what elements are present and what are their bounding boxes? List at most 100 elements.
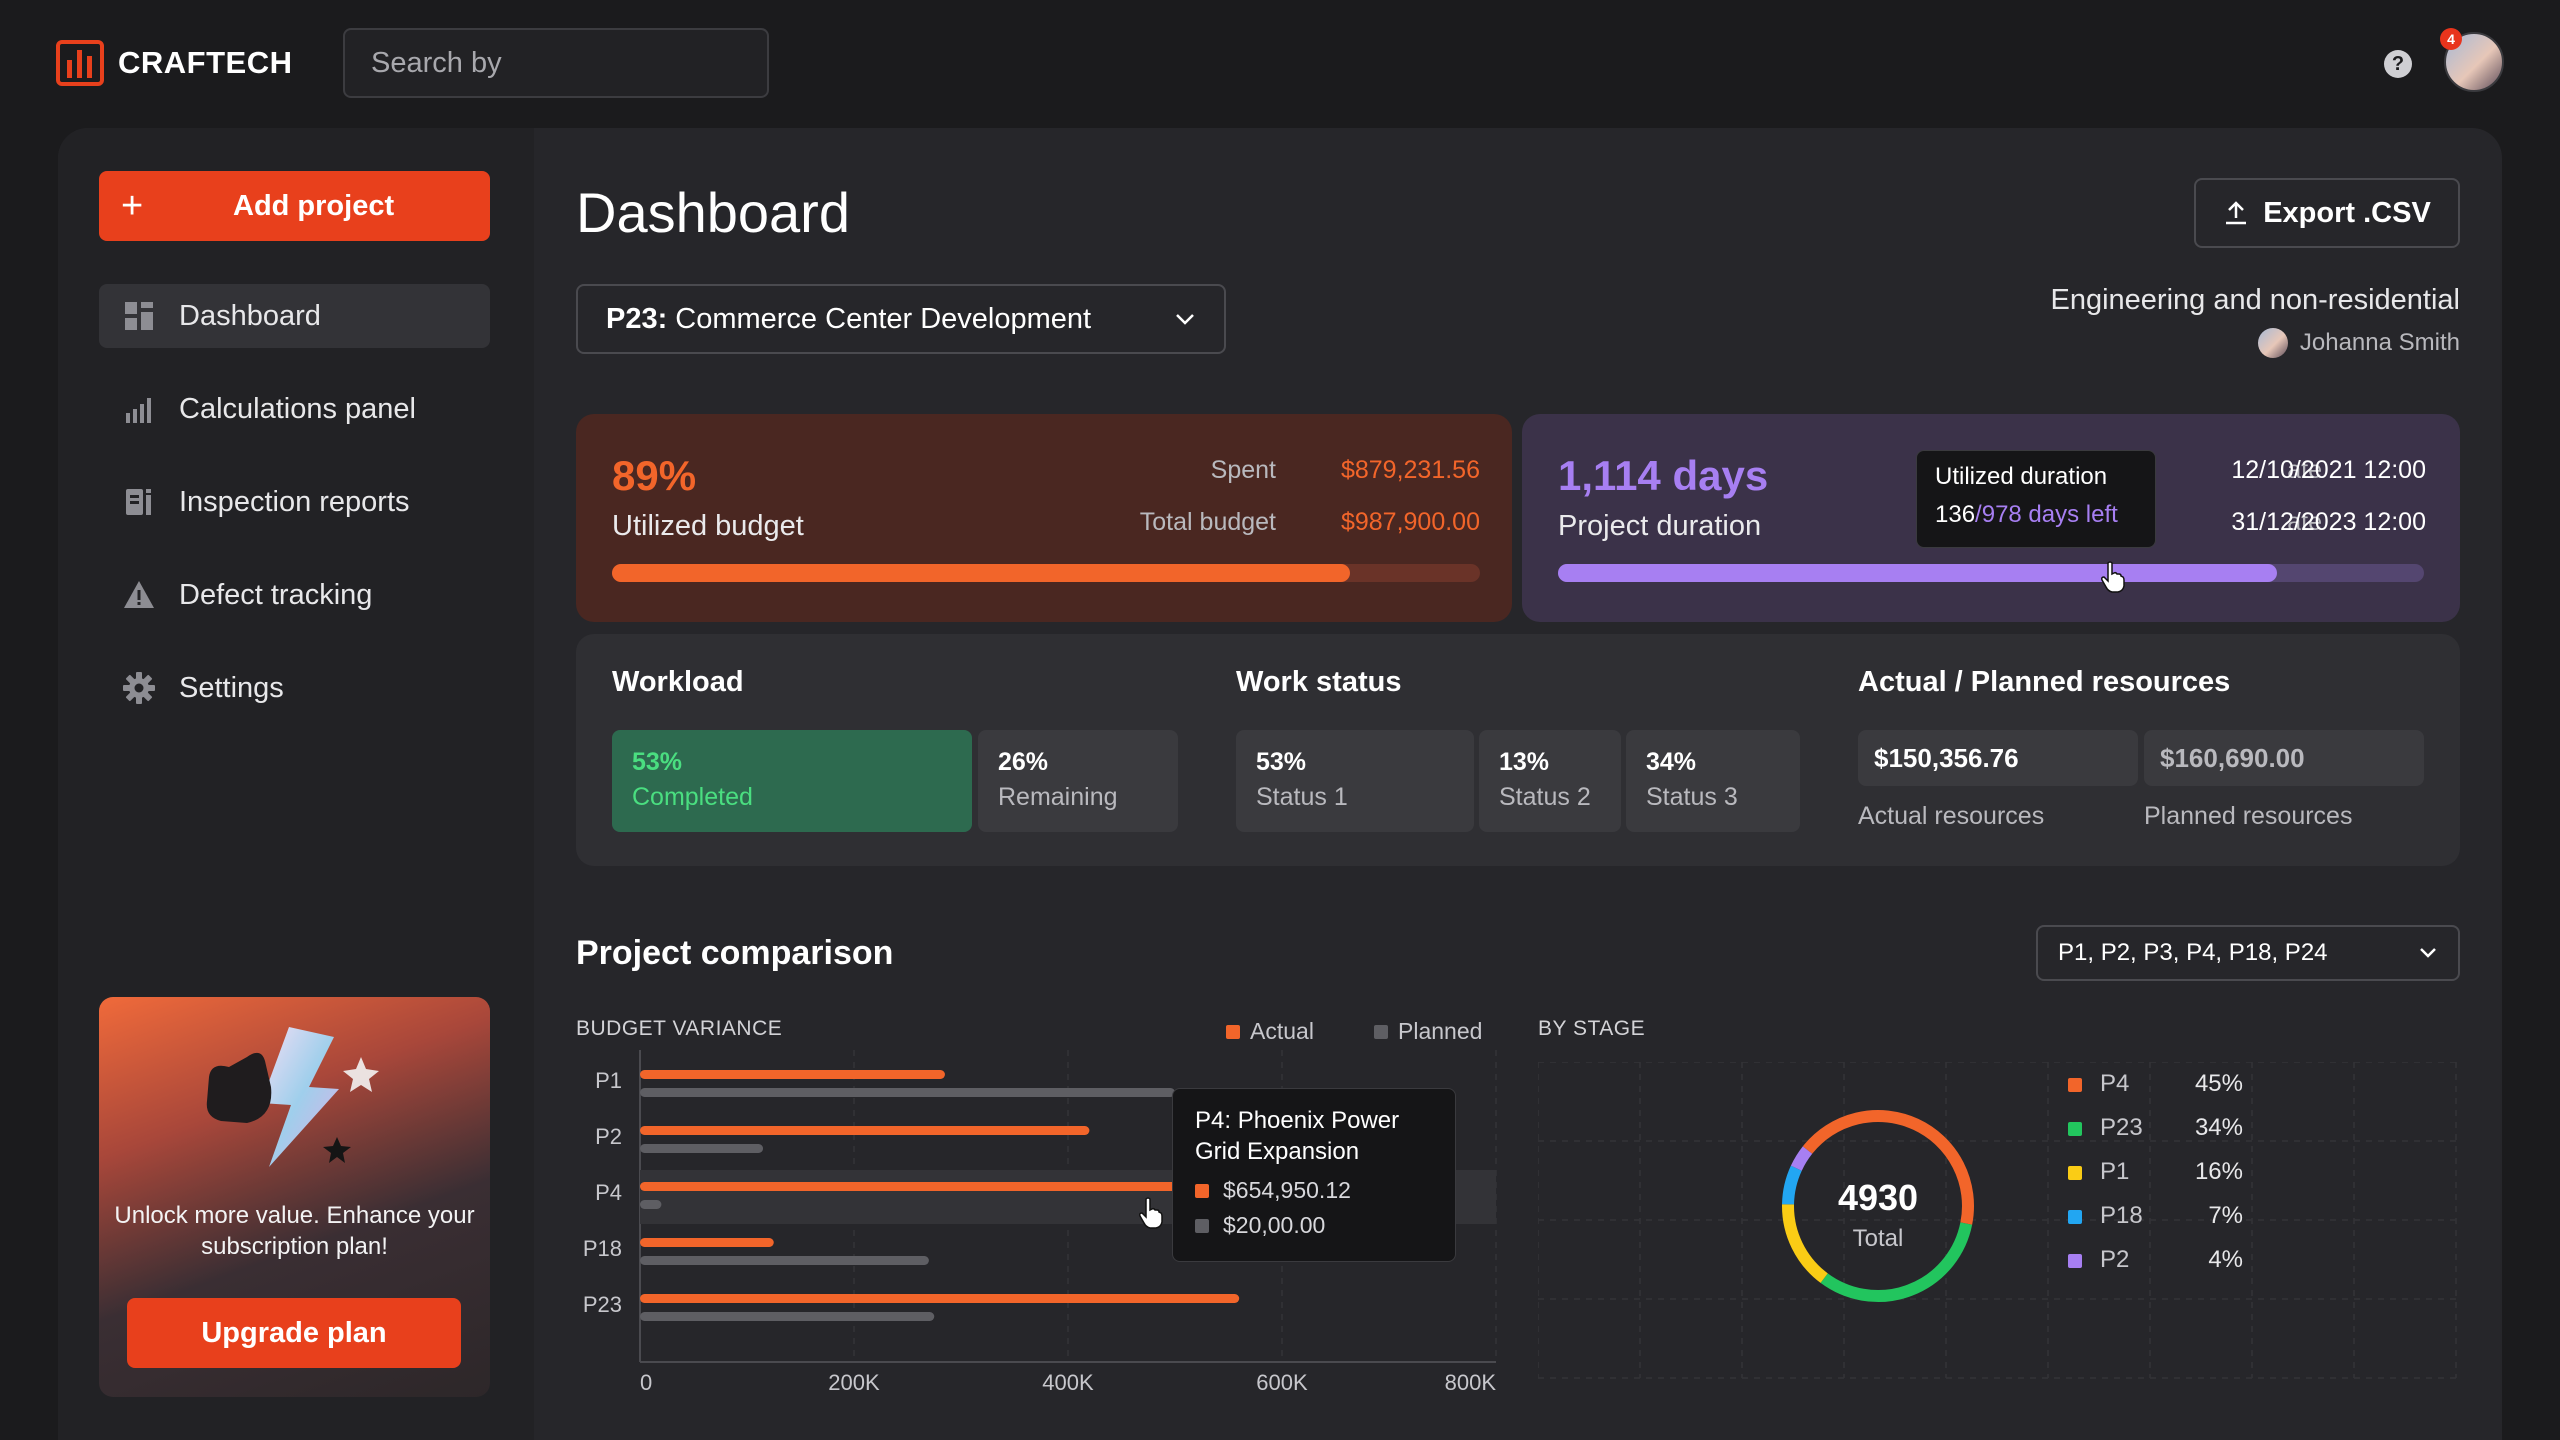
upload-icon bbox=[2226, 201, 2247, 225]
sidebar-item-dashboard[interactable]: Dashboard bbox=[99, 284, 490, 348]
upgrade-plan-button[interactable]: Upgrade plan bbox=[127, 1298, 461, 1368]
app-name: CRAFTECH bbox=[118, 45, 293, 80]
workload-remaining-tile[interactable]: 26% Remaining bbox=[978, 730, 1178, 832]
promo-text: Unlock more value. Enhance your subscrip… bbox=[114, 1202, 475, 1260]
duration-tooltip: Utilized duration 136/978 days left bbox=[1916, 450, 2156, 548]
sidebar-item-label: Calculations panel bbox=[179, 392, 416, 425]
bar-planned[interactable] bbox=[640, 1144, 764, 1153]
legend-planned-swatch bbox=[1374, 1024, 1388, 1039]
gear-icon bbox=[121, 670, 157, 706]
planned-resources-label: Planned resources bbox=[2144, 802, 2353, 830]
pie-slice-p1[interactable] bbox=[1782, 1204, 1828, 1283]
budget-bar-fill bbox=[612, 564, 1350, 582]
duration-bar-fill bbox=[1558, 564, 2277, 582]
total-budget-value: $987,900.00 bbox=[1340, 508, 1480, 536]
bar-actual[interactable] bbox=[640, 1182, 1341, 1191]
status-1-tile[interactable]: 53% Status 1 bbox=[1236, 730, 1474, 832]
y-tick-label: P23 bbox=[583, 1292, 622, 1317]
x-tick-label: 800K bbox=[1445, 1370, 1497, 1395]
legend-swatch bbox=[2068, 1078, 2082, 1092]
legend-swatch bbox=[2068, 1166, 2082, 1180]
bar-tooltip-planned: $20,00.00 bbox=[1223, 1212, 1326, 1238]
app-logo[interactable]: CRAFTECH bbox=[56, 40, 293, 86]
bar-planned[interactable] bbox=[640, 1088, 1175, 1097]
report-icon bbox=[121, 484, 157, 520]
hand-cursor-icon bbox=[1139, 1197, 1163, 1229]
sidebar-item-inspection[interactable]: Inspection reports bbox=[99, 470, 490, 534]
budget-variance-title: BUDGET VARIANCE bbox=[576, 1017, 783, 1040]
end-date-label: ate bbox=[2287, 508, 2322, 536]
workload-completed-tile[interactable]: 53% Completed bbox=[612, 730, 972, 832]
help-icon[interactable]: ? bbox=[2384, 50, 2412, 78]
add-project-button[interactable]: + Add project bbox=[99, 171, 490, 241]
resources-title: Actual / Planned resources bbox=[1858, 666, 2231, 698]
donut-total-label: Total bbox=[1853, 1225, 1904, 1252]
end-date: 31/12/2023 12:00 bbox=[2231, 508, 2426, 536]
chevron-down-icon bbox=[1176, 314, 1194, 325]
x-tick-label: 400K bbox=[1042, 1370, 1094, 1395]
comparison-filter-select[interactable]: P1, P2, P3, P4, P18, P24 bbox=[2036, 925, 2460, 981]
bar-planned[interactable] bbox=[640, 1200, 662, 1209]
sidebar-item-label: Settings bbox=[179, 671, 284, 704]
y-tick-label: P18 bbox=[583, 1236, 622, 1261]
project-category: Engineering and non-residential bbox=[2050, 284, 2460, 316]
bar-actual[interactable] bbox=[640, 1070, 945, 1079]
rocket-thumbs-icon bbox=[206, 1027, 379, 1167]
sidebar-item-settings[interactable]: Settings bbox=[99, 656, 490, 720]
legend-swatch bbox=[2068, 1254, 2082, 1268]
bar-actual[interactable] bbox=[640, 1126, 1090, 1135]
promo-card: Unlock more value. Enhance your subscrip… bbox=[99, 997, 490, 1397]
donut-total-value: 4930 bbox=[1838, 1177, 1918, 1218]
stats-card: Workload 53% Completed 26% Remaining Wor… bbox=[576, 634, 2460, 866]
bar-actual[interactable] bbox=[640, 1294, 1240, 1303]
notification-badge: 4 bbox=[2440, 28, 2462, 50]
legend-value: 16% bbox=[2195, 1158, 2243, 1185]
bar-tooltip-actual: $654,950.12 bbox=[1223, 1177, 1351, 1203]
bar-actual[interactable] bbox=[640, 1238, 774, 1247]
pie-slice-p18[interactable] bbox=[1782, 1165, 1802, 1205]
legend-value: 7% bbox=[2208, 1202, 2243, 1229]
tooltip-actual-swatch bbox=[1195, 1183, 1209, 1198]
start-date-label: ate bbox=[2287, 456, 2322, 484]
owner-avatar bbox=[2257, 328, 2288, 358]
status-3-tile[interactable]: 34% Status 3 bbox=[1626, 730, 1800, 832]
plus-icon: + bbox=[121, 184, 144, 227]
y-tick-label: P4 bbox=[595, 1180, 622, 1205]
duration-bar[interactable] bbox=[1558, 564, 2424, 582]
y-tick-label: P1 bbox=[595, 1068, 622, 1093]
status-2-tile[interactable]: 13% Status 2 bbox=[1479, 730, 1621, 832]
export-csv-button[interactable]: Export .CSV bbox=[2194, 178, 2460, 248]
sidebar-item-label: Dashboard bbox=[179, 299, 321, 332]
sidebar-item-calculations[interactable]: Calculations panel bbox=[99, 377, 490, 441]
pie-slice-p23[interactable] bbox=[1820, 1222, 1973, 1302]
workload-title: Workload bbox=[612, 666, 744, 698]
warning-icon bbox=[121, 577, 157, 613]
avatar[interactable] bbox=[2444, 32, 2504, 92]
project-select[interactable]: P23: Commerce Center Development bbox=[576, 284, 1226, 354]
pie-slice-p2[interactable] bbox=[1790, 1146, 1813, 1171]
bar-planned[interactable] bbox=[640, 1312, 935, 1321]
duration-label: Project duration bbox=[1558, 510, 1762, 542]
bar-planned[interactable] bbox=[640, 1256, 929, 1265]
by-stage-chart: 4930 Total P4 45% P23 34% P1 16% P18 7% P2 4% bbox=[1538, 1062, 2458, 1379]
tooltip-title: Utilized duration bbox=[1935, 463, 2108, 490]
y-tick-label: P2 bbox=[595, 1124, 622, 1149]
budget-label: Utilized budget bbox=[612, 510, 804, 542]
legend-actual[interactable]: Actual bbox=[1226, 1018, 1314, 1045]
sidebar-item-defects[interactable]: Defect tracking bbox=[99, 563, 490, 627]
search-box[interactable] bbox=[343, 28, 769, 98]
legend-label: P4 bbox=[2100, 1070, 2129, 1097]
legend-swatch bbox=[2068, 1210, 2082, 1224]
logo-icon bbox=[56, 40, 104, 86]
legend-planned[interactable]: Planned bbox=[1374, 1018, 1482, 1045]
pie-slice-p4[interactable] bbox=[1802, 1110, 1974, 1225]
legend-actual-swatch bbox=[1226, 1024, 1240, 1039]
budget-variance-chart: P1 P2 P4 P18 P23 0 200K 400K 600K 800K bbox=[583, 1050, 1497, 1395]
legend-label: P2 bbox=[2100, 1246, 2129, 1273]
tooltip-used: 136 bbox=[1935, 501, 1976, 528]
bar-tooltip: P4: Phoenix Power Grid Expansion $654,95… bbox=[1172, 1088, 1456, 1262]
search-input[interactable] bbox=[371, 46, 748, 80]
x-tick-label: 0 bbox=[640, 1370, 652, 1395]
comparison-title: Project comparison bbox=[576, 934, 894, 972]
budget-bar bbox=[612, 564, 1480, 582]
